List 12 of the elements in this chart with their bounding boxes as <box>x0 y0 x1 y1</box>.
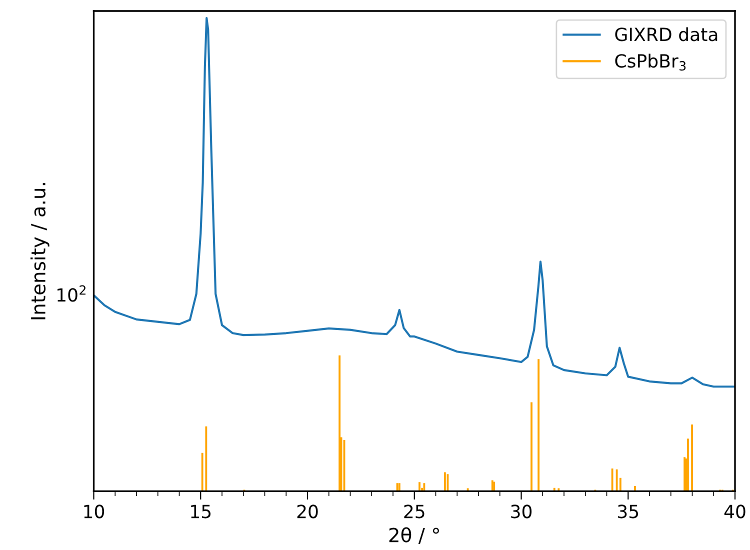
x-tick-label: 35 <box>618 504 638 518</box>
x-axis-title: 2θ / ° <box>389 527 439 544</box>
x-tick-label: 30 <box>511 504 532 518</box>
legend-label: CsPbBr$_{3}$ <box>615 54 686 71</box>
y-axis-title: Intensity / a.u. <box>30 183 50 320</box>
text: 10$^{2}$ <box>58 285 86 302</box>
x-tick-label: 20 <box>297 504 318 518</box>
legend-label: GIXRD data <box>615 27 718 42</box>
x-tick-label: 10 <box>84 504 104 518</box>
x-tick-label: 25 <box>404 504 424 518</box>
x-tick-label: 40 <box>724 504 746 518</box>
x-tick-label: 15 <box>191 504 211 518</box>
